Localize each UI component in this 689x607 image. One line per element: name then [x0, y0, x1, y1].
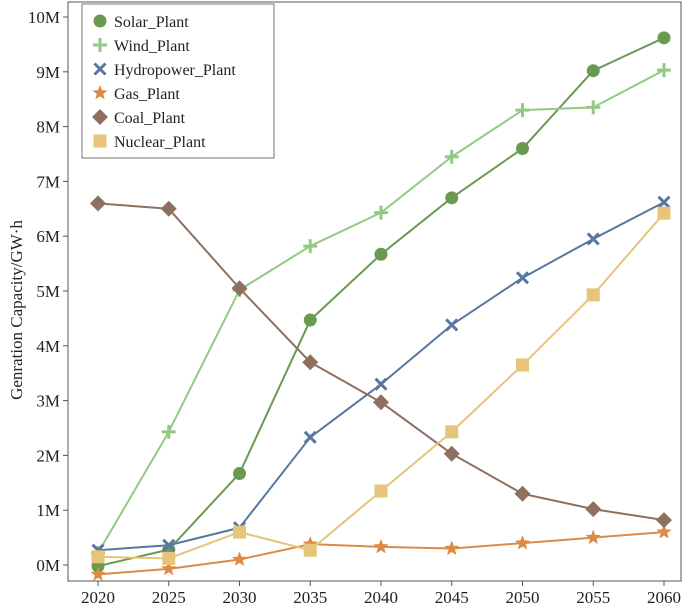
legend-label: Coal_Plant [114, 110, 186, 127]
data-point [90, 566, 106, 581]
legend-label: Solar_Plant [114, 14, 189, 31]
data-point [91, 550, 105, 564]
data-point [161, 560, 177, 576]
y-axis: 0M 1M 2M 3M 4M 5M 6M 7M 8M 9M 10M [28, 8, 68, 575]
data-point [373, 538, 389, 554]
legend-marker [92, 85, 108, 100]
data-point [160, 200, 177, 217]
data-point [657, 63, 671, 78]
legend-marker [93, 134, 107, 148]
y-tick-label: 1M [36, 501, 60, 520]
data-point [585, 501, 602, 518]
data-point [516, 358, 529, 372]
x-tick-label: 2035 [293, 588, 327, 607]
y-tick-label: 8M [36, 118, 60, 137]
data-point [443, 445, 460, 462]
legend-marker [93, 38, 107, 52]
data-point [657, 31, 671, 45]
data-point [231, 551, 248, 566]
y-tick-label: 0M [36, 556, 60, 575]
data-point [586, 64, 600, 78]
x-tick-label: 2045 [435, 588, 469, 607]
y-tick-label: 4M [36, 337, 60, 356]
data-point [516, 142, 529, 156]
data-point [303, 313, 317, 327]
legend-marker [93, 14, 107, 28]
series-nuclear-plant [91, 206, 671, 565]
x-tick-label: 2055 [576, 588, 610, 607]
series-coal-plant [90, 195, 672, 529]
data-point [445, 425, 459, 439]
data-point [374, 205, 388, 220]
x-tick-label: 2030 [223, 588, 257, 607]
data-point [90, 195, 106, 212]
data-point [656, 512, 672, 529]
data-point [445, 318, 459, 332]
series-gas-plant [90, 524, 672, 581]
data-point [514, 485, 531, 502]
data-point [656, 524, 672, 539]
data-point [657, 195, 671, 209]
data-point [303, 239, 318, 254]
data-point [233, 525, 246, 539]
data-point [373, 394, 389, 411]
data-point [374, 377, 388, 391]
legend-marker [92, 109, 108, 125]
x-tick-label: 2050 [506, 588, 540, 607]
data-point [303, 543, 317, 557]
y-tick-label: 7M [36, 172, 60, 191]
data-point [444, 149, 459, 164]
data-point [233, 466, 246, 480]
data-point [657, 206, 671, 220]
y-tick-label: 10M [28, 8, 60, 27]
data-point [231, 280, 248, 297]
data-point [162, 551, 176, 565]
legend-label: Gas_Plant [114, 86, 180, 103]
legend: Solar_Plant Wind_Plant Hydropower_Plant Gas… [81, 3, 275, 159]
data-point [515, 271, 530, 285]
data-point [586, 100, 601, 115]
data-point [445, 191, 459, 205]
legend-label: Nuclear_Plant [114, 134, 206, 151]
series-hydropower-plant [91, 195, 671, 557]
data-point [444, 540, 460, 556]
x-tick-label: 2040 [364, 588, 398, 607]
data-point [303, 430, 317, 444]
data-point [515, 103, 530, 118]
legend-label: Hydropower_Plant [114, 62, 236, 79]
data-point [586, 232, 600, 246]
data-point [374, 247, 388, 261]
x-axis: 2020 2025 2030 2035 2040 2045 2050 2055 2060 [81, 581, 681, 607]
legend-label: Wind_Plant [114, 38, 190, 55]
data-point [162, 538, 176, 552]
y-tick-label: 2M [36, 446, 60, 465]
data-point [586, 288, 600, 302]
y-tick-label: 6M [36, 227, 60, 246]
data-point [374, 484, 388, 498]
data-point [514, 535, 531, 550]
data-point [302, 354, 319, 371]
x-tick-label: 2020 [81, 588, 115, 607]
legend-marker [93, 62, 107, 76]
x-tick-label: 2060 [647, 588, 681, 607]
legend-box [81, 3, 275, 159]
data-point [161, 424, 176, 439]
y-tick-label: 5M [36, 282, 60, 301]
data-point [585, 529, 601, 545]
series-layer [90, 31, 672, 581]
y-tick-label: 3M [36, 392, 60, 411]
x-tick-label: 2025 [152, 588, 186, 607]
y-tick-label: 9M [36, 63, 60, 82]
y-axis-title: Genration Capacity/GW·h [7, 220, 26, 400]
data-point [302, 536, 318, 551]
